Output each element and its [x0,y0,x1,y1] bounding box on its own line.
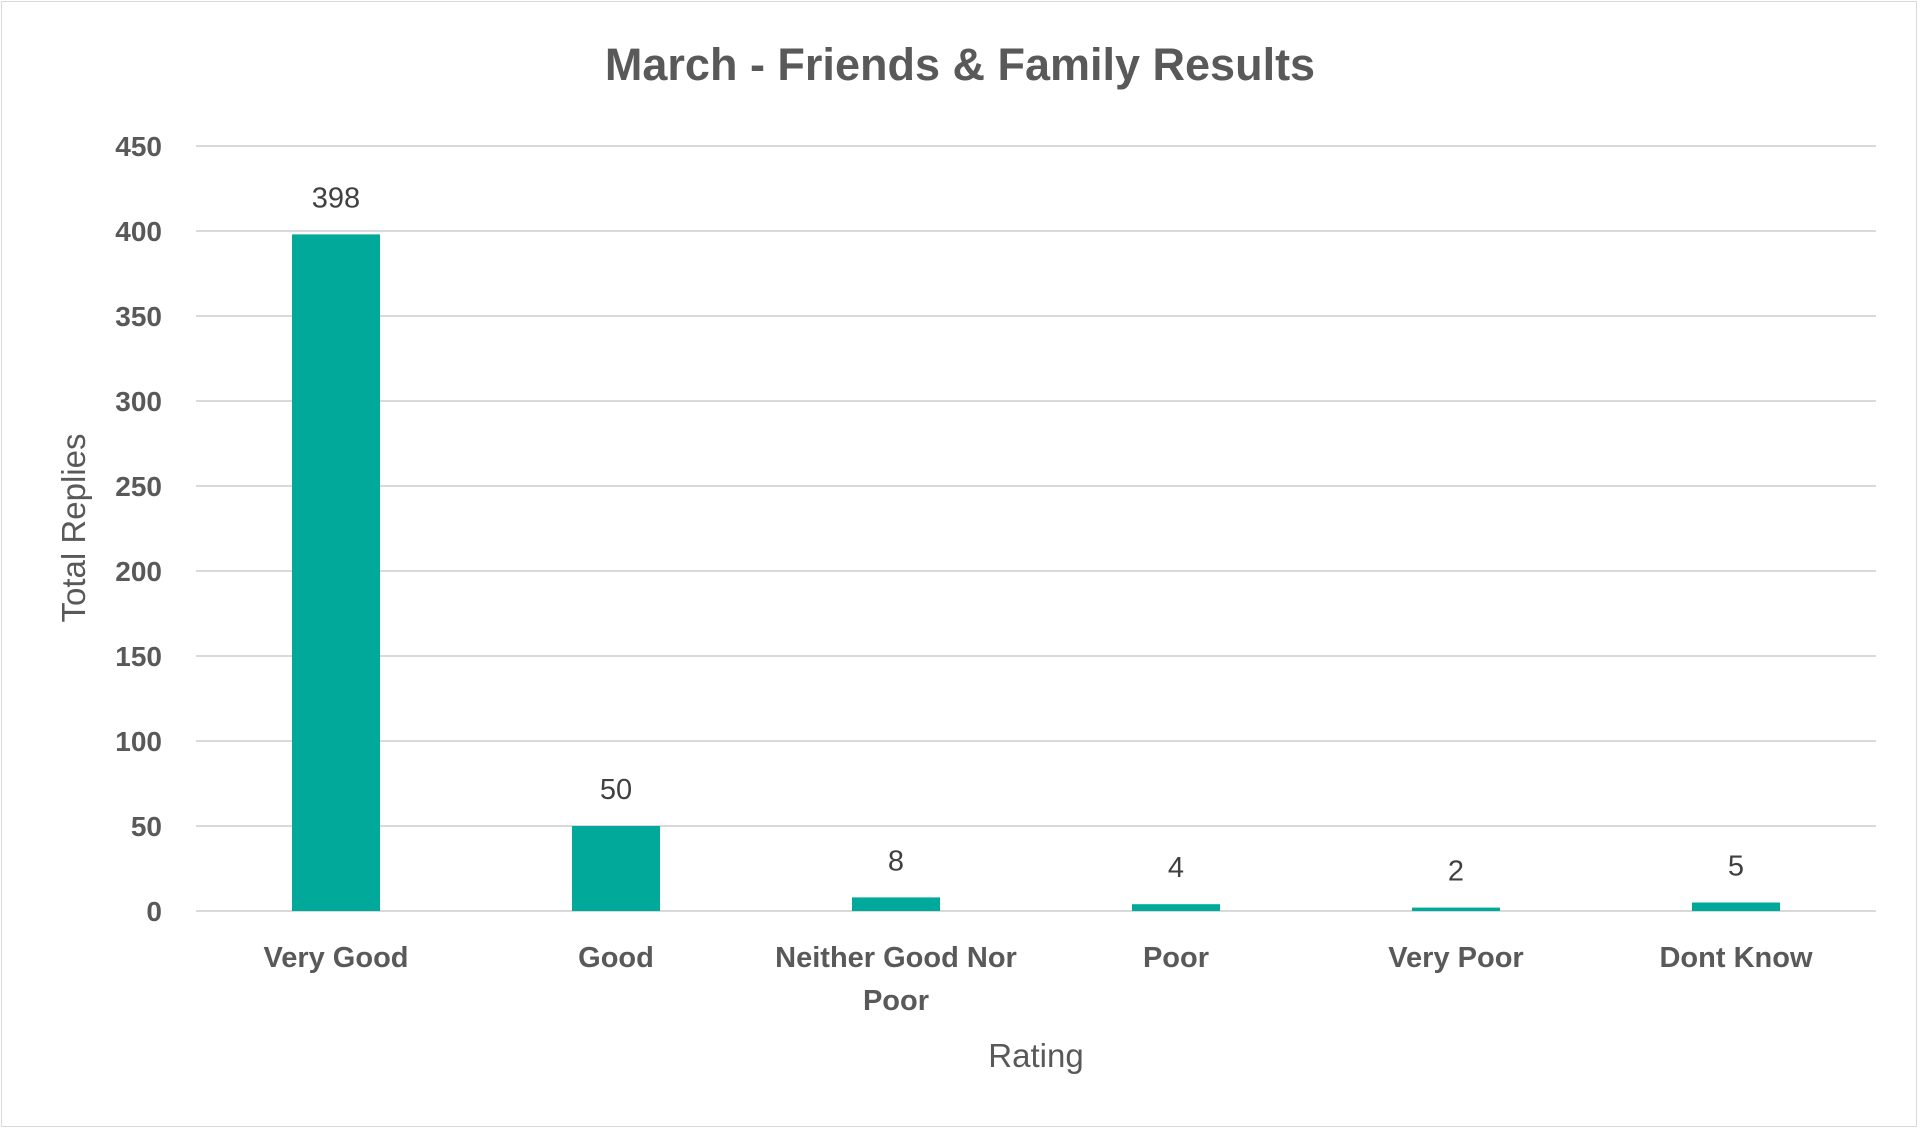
x-category-label: Dont Know [1659,942,1812,974]
y-tick-label: 300 [115,386,162,417]
x-category-label: Very Good [263,942,408,974]
x-category-label: Poor [1143,942,1209,974]
data-label: 398 [312,182,360,214]
data-label: 2 [1448,856,1464,888]
y-tick-label: 400 [115,216,162,247]
bar-neither-good-nor-poor [852,897,940,911]
x-category-label: Neither Good Nor [775,942,1017,974]
x-axis-categories: Very Good Good Neither Good Nor Poor Poor Ver… [263,942,1812,1017]
y-tick-label: 0 [146,896,162,927]
data-label: 8 [888,845,904,877]
data-label: 50 [600,774,632,806]
data-label: 5 [1728,851,1744,883]
bars [292,234,1780,911]
x-category-label: Very Poor [1388,942,1523,974]
data-labels: 398 50 8 4 2 5 [312,182,1744,887]
bar-very-poor [1412,907,1500,911]
bar-poor [1132,904,1220,911]
y-tick-label: 450 [115,131,162,162]
y-tick-label: 100 [115,726,162,757]
chart-title: March - Friends & Family Results [605,39,1315,90]
x-axis-title: Rating [988,1037,1083,1074]
y-tick-label: 250 [115,471,162,502]
y-tick-label: 200 [115,556,162,587]
bar-good [572,826,660,911]
x-category-label: Good [578,942,654,974]
y-tick-label: 150 [115,641,162,672]
y-tick-label: 350 [115,301,162,332]
y-tick-label: 50 [131,811,162,842]
bar-dont-know [1692,902,1780,911]
y-axis-title: Total Replies [55,434,92,623]
gridlines [196,145,1876,912]
data-label: 4 [1168,852,1184,884]
x-category-label: Poor [863,985,929,1017]
y-axis-ticks: 0 50 100 150 200 250 300 350 400 450 [115,131,162,927]
bar-very-good [292,234,380,911]
